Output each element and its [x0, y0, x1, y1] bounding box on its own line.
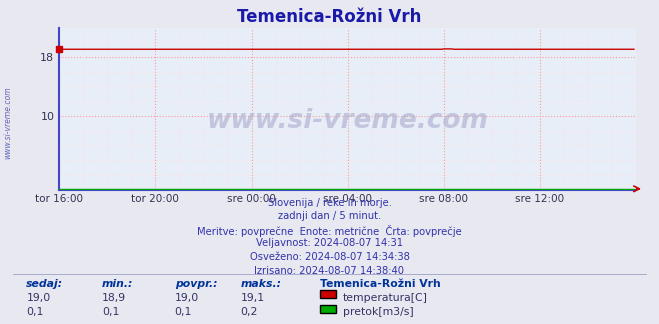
Text: zadnji dan / 5 minut.: zadnji dan / 5 minut.: [278, 211, 381, 221]
Text: 0,1: 0,1: [26, 307, 43, 317]
Text: min.:: min.:: [102, 279, 134, 289]
Text: 19,1: 19,1: [241, 293, 265, 303]
Text: Slovenija / reke in morje.: Slovenija / reke in morje.: [268, 198, 391, 208]
Text: temperatura[C]: temperatura[C]: [343, 293, 428, 303]
Text: 0,2: 0,2: [241, 307, 258, 317]
Text: pretok[m3/s]: pretok[m3/s]: [343, 307, 413, 317]
Text: 19,0: 19,0: [26, 293, 51, 303]
Text: 0,1: 0,1: [102, 307, 119, 317]
Text: Izrisano: 2024-08-07 14:38:40: Izrisano: 2024-08-07 14:38:40: [254, 266, 405, 276]
Text: Meritve: povprečne  Enote: metrične  Črta: povprečje: Meritve: povprečne Enote: metrične Črta:…: [197, 225, 462, 237]
Text: 19,0: 19,0: [175, 293, 199, 303]
Text: www.si-vreme.com: www.si-vreme.com: [3, 87, 13, 159]
Text: Temenica-Rožni Vrh: Temenica-Rožni Vrh: [237, 8, 422, 26]
Text: povpr.:: povpr.:: [175, 279, 217, 289]
Text: sedaj:: sedaj:: [26, 279, 63, 289]
Text: Veljavnost: 2024-08-07 14:31: Veljavnost: 2024-08-07 14:31: [256, 238, 403, 249]
Text: 18,9: 18,9: [102, 293, 127, 303]
Text: Temenica-Rožni Vrh: Temenica-Rožni Vrh: [320, 279, 440, 289]
Text: www.si-vreme.com: www.si-vreme.com: [207, 109, 488, 134]
Text: 0,1: 0,1: [175, 307, 192, 317]
Text: maks.:: maks.:: [241, 279, 281, 289]
Text: Osveženo: 2024-08-07 14:34:38: Osveženo: 2024-08-07 14:34:38: [250, 252, 409, 262]
